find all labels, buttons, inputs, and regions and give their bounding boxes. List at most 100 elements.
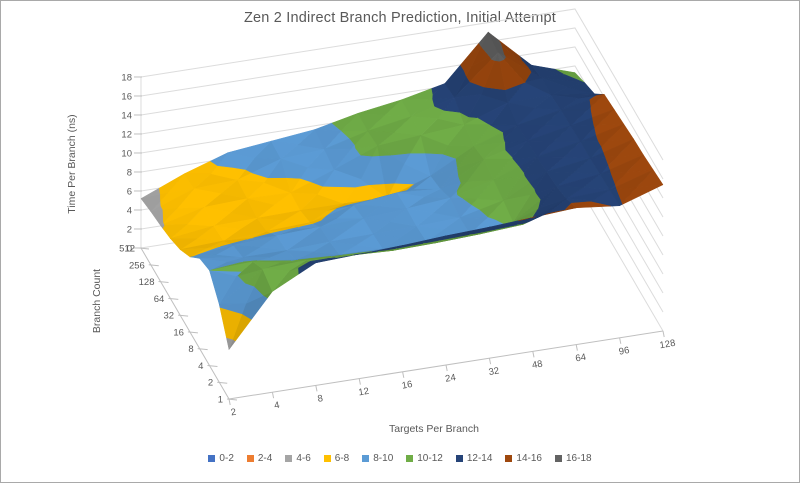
surface-facet: [162, 224, 188, 239]
tick-label: 16: [121, 92, 132, 103]
surface-facet: [193, 188, 221, 208]
legend-item-10-12: 10-12: [406, 453, 443, 464]
surface-facet: [353, 205, 381, 219]
tick-label: 1: [218, 395, 223, 406]
surface-facet: [616, 187, 637, 204]
surface-facet: [502, 124, 518, 140]
legend-label: 6-8: [334, 453, 350, 464]
surface-facet: [462, 198, 478, 205]
surface-facet: [300, 210, 328, 223]
surface-facet: [209, 270, 237, 305]
tick-label: 16: [401, 379, 413, 392]
surface-facet: [531, 64, 559, 79]
depth-axis-title: Branch Count: [91, 268, 103, 334]
surface-facet: [342, 252, 367, 256]
surface-facet: [314, 129, 342, 150]
legend-item-0-2: 0-2: [208, 453, 234, 464]
surface-facet: [313, 217, 338, 228]
tick-label: 256: [129, 260, 145, 271]
x-axis-title: Targets Per Branch: [389, 423, 479, 435]
tick-label: 64: [154, 294, 165, 305]
surface-facet: [377, 145, 392, 156]
tick-label: 48: [531, 359, 543, 372]
tick-label: 128: [659, 338, 677, 352]
legend-swatch: [455, 455, 463, 462]
surface-facet: [541, 77, 569, 96]
surface-facet: [536, 207, 541, 212]
legend-swatch: [246, 455, 254, 462]
surface-facet: [353, 251, 377, 256]
surface-facet: [251, 158, 282, 179]
surface-facet: [237, 179, 265, 199]
surface-facet: [420, 135, 448, 155]
legend: 0-2 2-4 4-6 6-8 8-10 10-12 12-14 14-16 16-18: [1, 453, 799, 464]
surface-facet: [227, 152, 255, 170]
tick-label: 4: [198, 361, 203, 372]
surface-facet: [309, 257, 333, 264]
tick-label: 10: [121, 149, 132, 160]
tick-label: 0: [127, 244, 132, 255]
legend-item-4-6: 4-6: [285, 453, 311, 464]
surface-facet: [431, 83, 446, 95]
value-axis-title: Time Per Branch (ns): [66, 114, 78, 214]
surface-facet: [310, 169, 335, 187]
surface-facet: [162, 207, 178, 223]
surface-facet: [410, 116, 438, 136]
surface-facet: [456, 181, 468, 192]
surface-facet: [605, 156, 618, 166]
surface-facet: [218, 303, 247, 315]
legend-label: 0-2: [219, 453, 234, 464]
surface-facet: [357, 113, 385, 132]
surface-facet: [360, 145, 378, 157]
surface-facet: [401, 88, 434, 101]
surface-facet: [396, 192, 424, 209]
surface-facet: [262, 268, 290, 292]
surface-facet: [256, 217, 284, 232]
surface-facet: [401, 99, 429, 117]
surface-facet: [396, 243, 420, 249]
tick-label: 18: [121, 73, 132, 84]
surface-facet: [150, 209, 164, 226]
surface-facet: [349, 130, 369, 146]
surface-facet: [532, 216, 536, 218]
surface-facet: [170, 238, 198, 250]
surface-facet: [333, 169, 361, 188]
tick-label: 4: [127, 206, 132, 217]
surface-facet: [479, 200, 504, 218]
tick-label: 32: [164, 311, 175, 322]
surface-facet: [589, 94, 605, 107]
surface-facet: [203, 207, 231, 227]
surface-facet: [463, 66, 472, 77]
surface-facet: [290, 192, 318, 211]
surface-facet: [454, 94, 482, 118]
tick-label: 16: [173, 327, 184, 338]
surface-facet: [497, 52, 505, 62]
surface-facet: [406, 208, 434, 227]
surface-facet: [503, 194, 531, 223]
surface-facet: [329, 241, 357, 256]
surface-facet: [517, 124, 545, 142]
surface-facet: [210, 152, 229, 166]
legend-label: 8-10: [373, 453, 394, 464]
tick-label: 2: [230, 407, 237, 419]
surface-facet: [319, 226, 347, 243]
legend-swatch: [285, 455, 293, 462]
legend-label: 16-18: [565, 453, 592, 464]
axis-lines: [133, 76, 665, 406]
legend-swatch: [554, 455, 562, 462]
surface-facet: [610, 171, 627, 185]
tick-label: 96: [618, 345, 630, 358]
chart-title: Zen 2 Indirect Branch Prediction, Initia…: [243, 10, 557, 26]
surface-facet: [209, 261, 254, 272]
legend-item-12-14: 12-14: [455, 453, 492, 464]
surface-facet: [247, 198, 275, 219]
surface-facet: [483, 158, 511, 181]
legend-item-16-18: 16-18: [554, 453, 592, 464]
legend-swatch: [406, 455, 414, 462]
tick-label: 12: [121, 130, 132, 141]
legend-item-2-4: 2-4: [246, 453, 272, 464]
axis-tick-labels: 0246810121416181248163264128256512248121…: [119, 73, 676, 419]
surface-facet: [439, 234, 464, 241]
surface-facet: [270, 140, 299, 160]
